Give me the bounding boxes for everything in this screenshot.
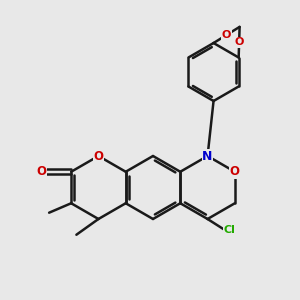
- Text: O: O: [234, 37, 244, 47]
- Text: O: O: [93, 149, 103, 163]
- Text: O: O: [36, 165, 46, 178]
- Text: Cl: Cl: [224, 225, 235, 235]
- Text: N: N: [202, 149, 213, 163]
- Text: O: O: [230, 165, 240, 178]
- Text: O: O: [222, 30, 231, 40]
- Text: N: N: [202, 149, 213, 163]
